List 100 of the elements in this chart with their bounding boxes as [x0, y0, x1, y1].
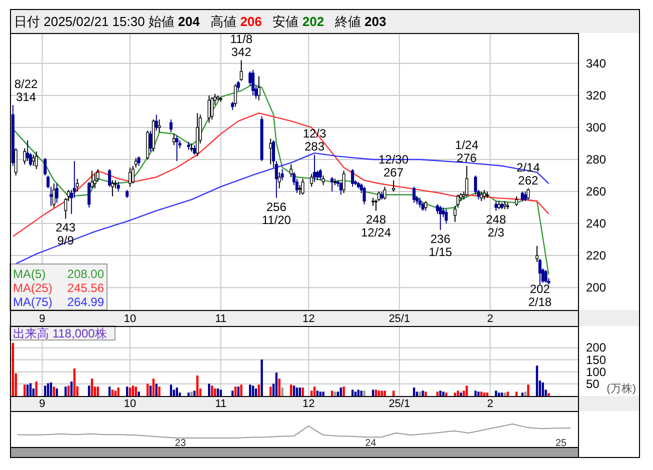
bar	[146, 384, 149, 396]
bar	[442, 392, 444, 396]
bar	[52, 386, 56, 396]
x-tick-label: 2	[487, 398, 494, 410]
bar	[454, 392, 456, 396]
bar	[322, 392, 324, 396]
bar	[44, 386, 46, 396]
x-tick-label: 12	[302, 398, 315, 410]
bar	[360, 390, 362, 396]
bar	[336, 392, 340, 396]
bar	[342, 386, 345, 396]
annotation: 248 12/24	[360, 212, 392, 240]
annotation: 236 1/15	[428, 232, 452, 259]
annotation: 248 2/3	[486, 212, 506, 240]
annotation: 1/24 276	[455, 138, 479, 165]
bar	[351, 390, 354, 396]
bar	[176, 388, 178, 396]
annotation: 23	[174, 438, 186, 449]
annotation: 24	[365, 438, 377, 449]
x-tick-label: 11	[215, 398, 227, 410]
bar	[73, 368, 76, 396]
bar	[515, 392, 518, 396]
bar	[50, 382, 52, 396]
y-tick-label: 150	[586, 352, 606, 367]
bar	[46, 383, 50, 396]
y-tick-label: 280	[586, 152, 606, 166]
annotation: 208.00	[67, 267, 104, 281]
bar	[480, 392, 482, 396]
bar	[378, 390, 380, 396]
bar	[521, 392, 524, 396]
y-tick-label: 340	[586, 56, 606, 70]
bar	[498, 392, 500, 396]
bar	[445, 392, 448, 396]
bar	[158, 386, 160, 396]
y-tick-label: 220	[586, 248, 606, 263]
bar	[494, 390, 498, 396]
bar	[456, 390, 460, 396]
bar	[334, 392, 336, 396]
y-tick-label: 200	[586, 340, 606, 355]
bar	[149, 386, 152, 396]
bar	[126, 386, 128, 396]
bar	[439, 390, 442, 396]
bar	[128, 388, 132, 396]
bar	[231, 390, 234, 396]
bar	[418, 392, 421, 396]
annotation: 264.99	[67, 295, 104, 309]
annotation: 8/22 314	[14, 77, 38, 104]
y-tick-label: 50	[586, 376, 600, 391]
bar	[237, 386, 240, 396]
bar	[474, 390, 477, 396]
bar	[12, 342, 14, 396]
annotation: 11/8 342	[230, 32, 253, 60]
x-tick-label: 2	[487, 313, 494, 325]
bar	[483, 392, 486, 396]
y-tick-label: 300	[586, 120, 606, 134]
bar	[316, 390, 319, 396]
bar	[536, 366, 538, 396]
bar	[527, 384, 530, 396]
bar	[29, 383, 32, 396]
bar	[155, 384, 158, 396]
bar	[506, 392, 509, 396]
bar	[374, 390, 378, 396]
annotation: 245.56	[67, 281, 104, 295]
bar	[269, 386, 272, 396]
x-tick-label: 25/1	[388, 313, 410, 325]
bar	[108, 386, 111, 396]
bar	[416, 392, 418, 396]
bar	[302, 388, 304, 396]
bar	[548, 393, 550, 396]
bar	[196, 375, 198, 396]
bar	[70, 382, 73, 396]
y-axis-title: (万株)	[606, 382, 636, 395]
bar	[190, 392, 193, 396]
bar	[254, 388, 258, 396]
bar	[96, 386, 99, 396]
bar	[193, 390, 196, 396]
bar	[466, 386, 468, 396]
bar	[384, 390, 386, 396]
bar	[296, 388, 298, 396]
bar	[258, 384, 260, 396]
bar	[64, 386, 67, 396]
bar	[67, 386, 70, 396]
bar	[278, 378, 280, 396]
annotation: 256 11/20	[262, 200, 292, 227]
bar	[380, 390, 383, 396]
x-tick-label: 12	[302, 313, 315, 325]
x-tick-label: 25/1	[388, 398, 410, 410]
bar	[298, 388, 301, 396]
bar	[424, 392, 427, 396]
bar	[248, 384, 252, 396]
panel-title: 出来高 118,000株	[10, 326, 116, 340]
annotation: 202 2/18	[528, 282, 552, 309]
bar	[134, 386, 137, 396]
bar	[460, 392, 462, 396]
bar	[392, 390, 395, 396]
bar	[500, 392, 503, 396]
bar	[275, 372, 278, 396]
bar	[24, 384, 26, 396]
bar	[234, 386, 237, 396]
bar	[436, 392, 439, 396]
